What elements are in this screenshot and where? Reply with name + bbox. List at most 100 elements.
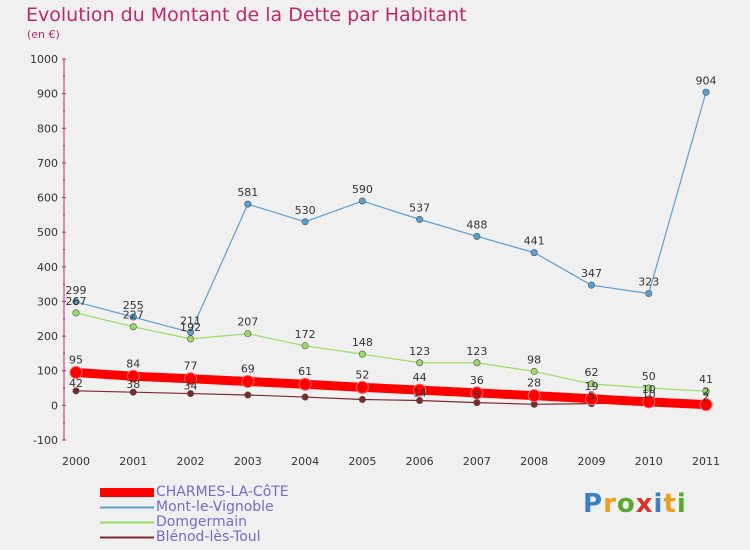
- data-label: 172: [295, 328, 316, 341]
- data-label: 488: [466, 218, 487, 231]
- x-tick-label: 2011: [692, 455, 720, 468]
- brand-letter: P: [583, 489, 604, 519]
- data-point: [702, 387, 710, 395]
- data-point: [473, 232, 481, 240]
- data-point: [416, 215, 424, 223]
- data-label: 267: [66, 295, 87, 308]
- data-point: [413, 383, 427, 397]
- data-point: [645, 289, 653, 297]
- data-point: [416, 397, 424, 405]
- data-label: 211: [180, 314, 201, 327]
- y-tick-label: 700: [37, 157, 58, 170]
- data-label: 19: [584, 380, 598, 393]
- data-label: 69: [241, 362, 255, 375]
- data-label: 98: [527, 353, 541, 366]
- x-tick-label: 2001: [119, 455, 147, 468]
- chart-title: Evolution du Montant de la Dette par Hab…: [26, 4, 467, 26]
- data-label: 5: [588, 390, 595, 403]
- data-point: [187, 390, 195, 398]
- data-label: 44: [413, 371, 427, 384]
- x-tick-label: 2000: [62, 455, 90, 468]
- data-label: 299: [66, 284, 87, 297]
- x-tick-label: 2006: [406, 455, 434, 468]
- data-label: 95: [69, 353, 83, 366]
- data-label: 84: [126, 357, 140, 370]
- legend-item-charmes: CHARMES-LA-CôTE: [100, 485, 289, 500]
- y-tick-label: 900: [37, 88, 58, 101]
- x-tick-label: 2009: [577, 455, 605, 468]
- data-point: [416, 359, 424, 367]
- y-tick-label: 500: [37, 226, 58, 239]
- x-tick-label: 2010: [635, 455, 663, 468]
- y-tick-label: 400: [37, 261, 58, 274]
- data-label: 50: [642, 370, 656, 383]
- data-point: [244, 200, 252, 208]
- data-point: [642, 395, 656, 409]
- chart-subtitle: (en €): [27, 28, 60, 41]
- data-label: 227: [123, 309, 144, 322]
- data-label: 192: [180, 321, 201, 334]
- x-tick-label: 2002: [177, 455, 205, 468]
- data-label: 14: [413, 387, 427, 400]
- legend: CHARMES-LA-CôTE Mont-le-Vignoble Domgerm…: [100, 485, 289, 545]
- legend-label-domgermain: Domgermain: [156, 514, 247, 530]
- y-tick-label: -100: [33, 434, 58, 447]
- data-point: [530, 249, 538, 257]
- data-point: [298, 377, 312, 391]
- data-label: 255: [123, 299, 144, 312]
- data-label: 62: [584, 366, 598, 379]
- data-label: 77: [184, 360, 198, 373]
- data-point: [473, 359, 481, 367]
- data-point: [129, 313, 137, 321]
- brand-letter: t: [663, 489, 677, 519]
- data-point: [587, 281, 595, 289]
- legend-label-mont: Mont-le-Vignoble: [156, 499, 274, 515]
- data-label: 904: [696, 74, 717, 87]
- data-label: 207: [237, 316, 258, 329]
- x-tick-label: 2005: [348, 455, 376, 468]
- x-tick-label: 2008: [520, 455, 548, 468]
- data-point: [587, 380, 595, 388]
- data-label: 123: [466, 345, 487, 358]
- series-line: [71, 367, 711, 410]
- data-point: [187, 335, 195, 343]
- legend-item-domgermain: Domgermain: [100, 515, 289, 530]
- data-point: [470, 386, 484, 400]
- data-label: 38: [126, 378, 140, 391]
- data-point: [129, 323, 137, 331]
- x-tick-label: 2003: [234, 455, 262, 468]
- data-point: [584, 392, 598, 406]
- data-label: 347: [581, 267, 602, 280]
- data-point: [244, 330, 252, 338]
- data-label: 581: [237, 186, 258, 199]
- x-tick-label: 2004: [291, 455, 319, 468]
- data-point: [129, 388, 137, 396]
- data-point: [645, 384, 653, 392]
- data-label: 34: [184, 380, 198, 393]
- brand-letter: i: [653, 489, 664, 519]
- legend-swatch-blenod: [100, 536, 154, 539]
- data-label: 323: [638, 275, 659, 288]
- y-tick-label: 600: [37, 192, 58, 205]
- data-label: 61: [298, 365, 312, 378]
- brand-letter: i: [676, 489, 687, 519]
- data-point: [241, 374, 255, 388]
- data-point: [301, 218, 309, 226]
- y-tick-label: 100: [37, 365, 58, 378]
- y-tick-label: 800: [37, 122, 58, 135]
- data-point: [244, 391, 252, 399]
- data-point: [527, 389, 541, 403]
- data-point: [358, 197, 366, 205]
- brand-logo: Proxiti: [583, 489, 687, 519]
- series-line: [75, 91, 707, 333]
- data-point: [699, 398, 713, 412]
- y-tick-label: 0: [51, 399, 58, 412]
- data-point: [126, 369, 140, 383]
- data-point: [358, 395, 366, 403]
- data-point: [358, 350, 366, 358]
- data-label: 441: [524, 235, 545, 248]
- x-tick-label: 2007: [463, 455, 491, 468]
- legend-label-blenod: Blénod-lès-Toul: [156, 529, 261, 545]
- data-label: 10: [642, 383, 656, 396]
